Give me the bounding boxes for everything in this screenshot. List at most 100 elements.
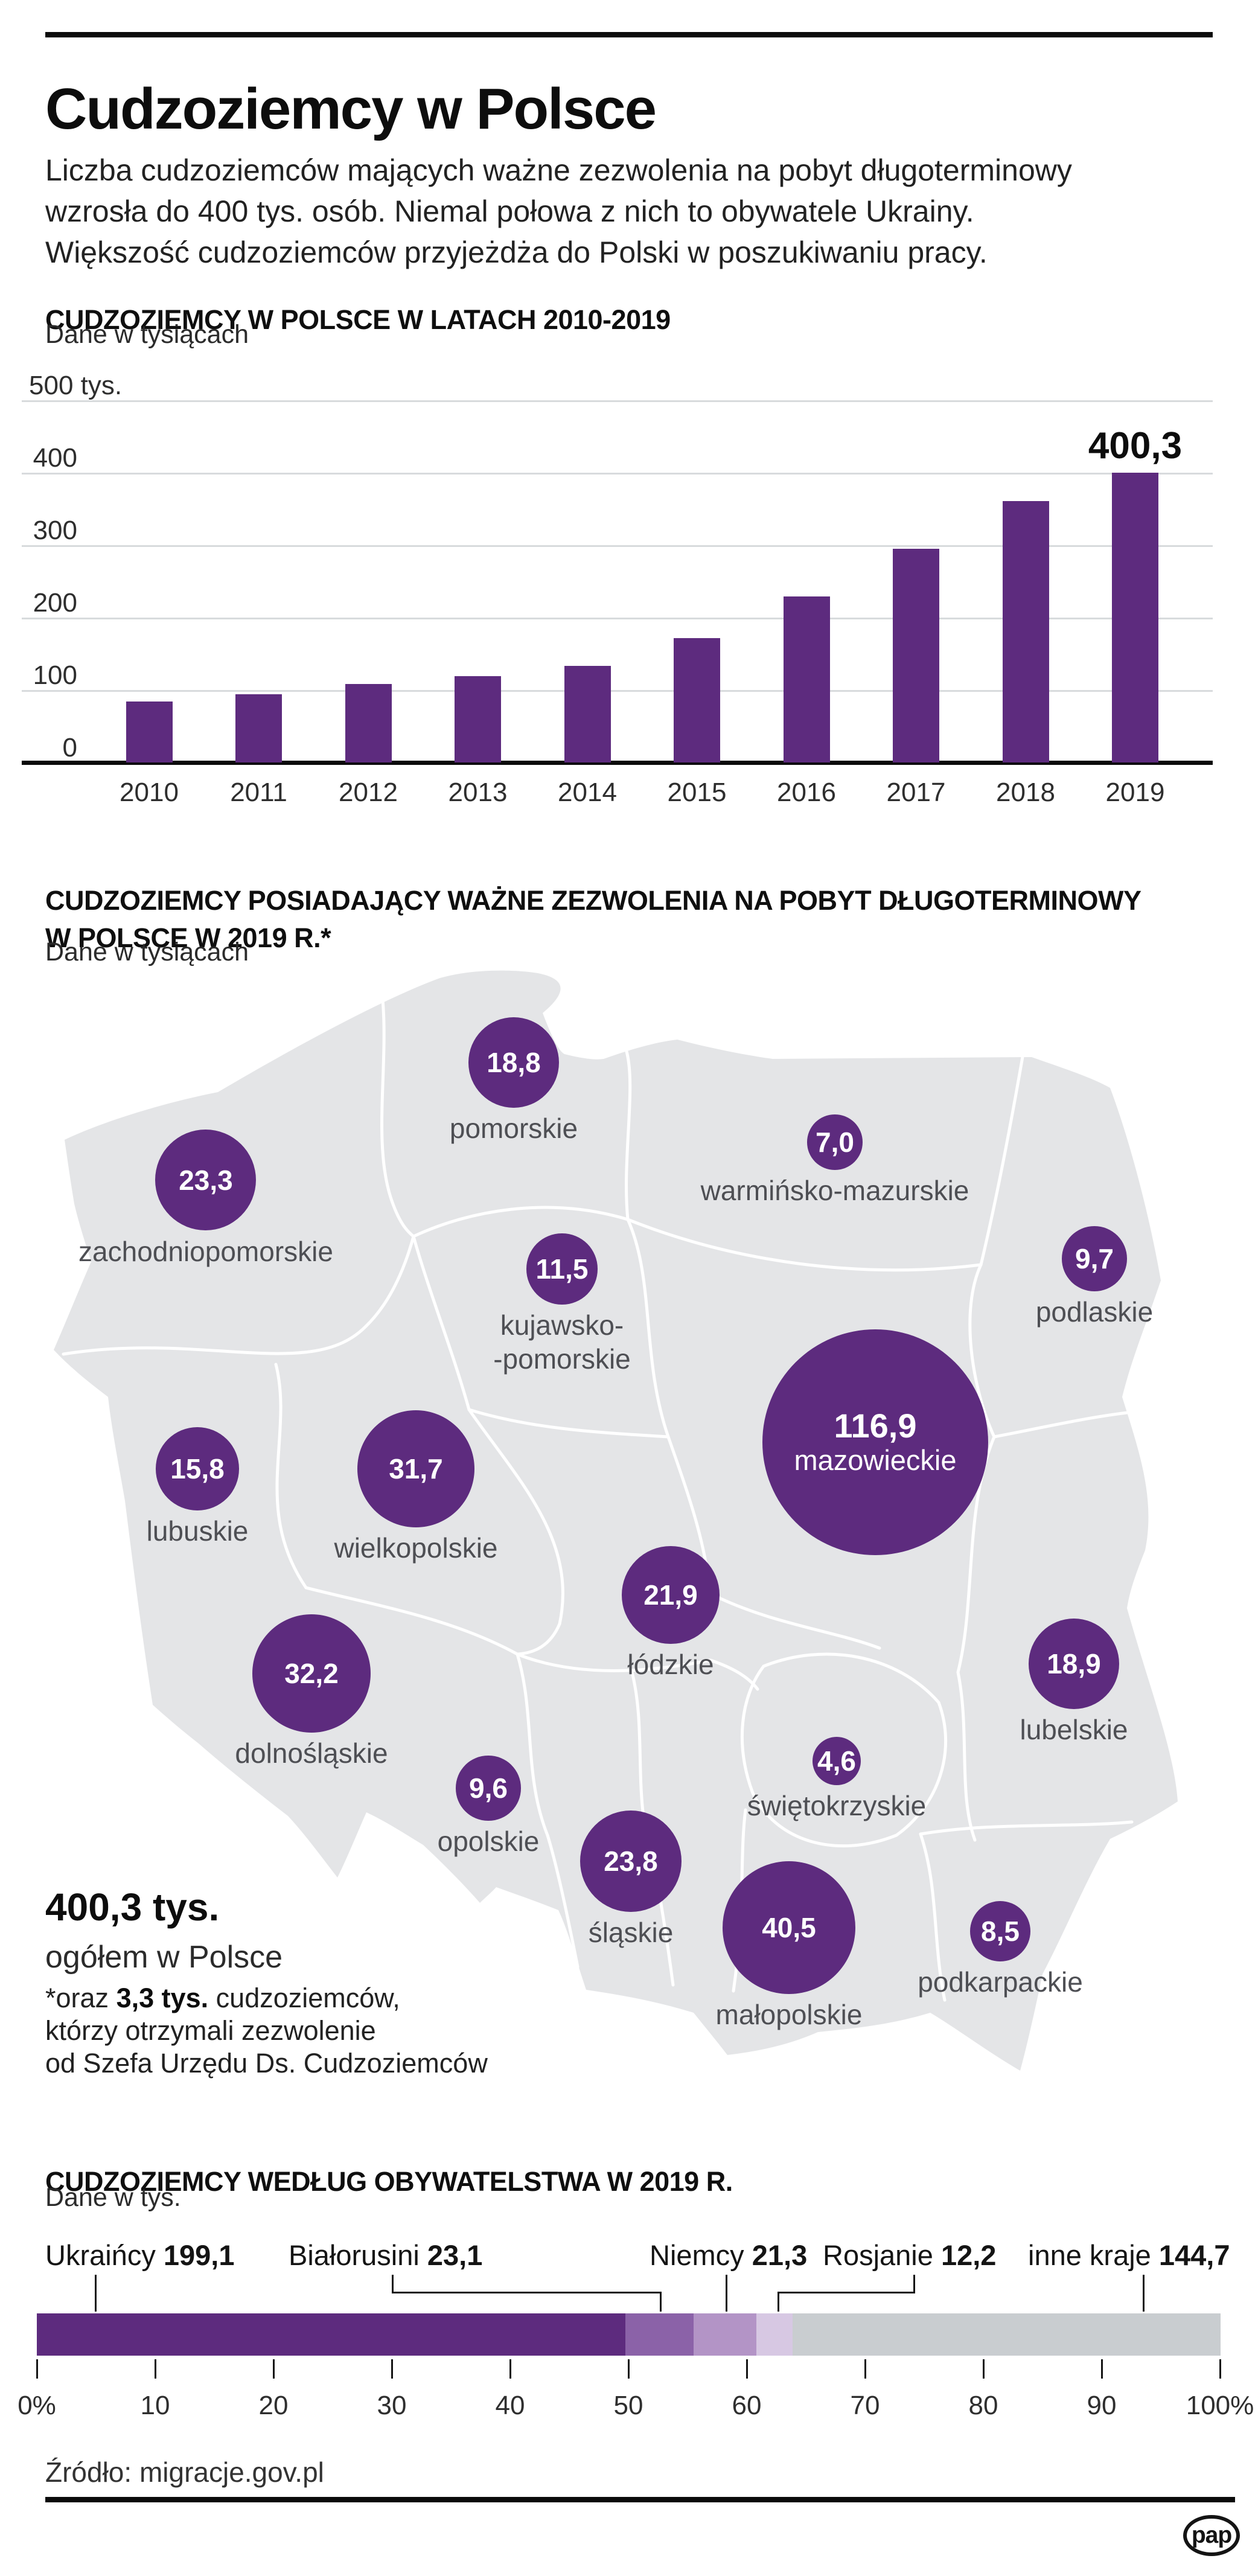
bar-chart-plot: 500 tys. 400 300 200 100 0 2010 2011 2012 2013 201… — [0, 0, 1258, 845]
leader-elbow-Białorusini — [392, 2292, 662, 2293]
leader-elbow-Rosjanie — [777, 2292, 915, 2293]
bar-2010 — [126, 702, 173, 762]
citizenship-value-inne kraje: 144,7 — [1158, 2239, 1230, 2271]
axis-tick-10 — [1219, 2359, 1221, 2379]
intro-line-3: Większość cudzoziemców przyjeżdża do Pol… — [45, 235, 988, 269]
citizenship-title: CUDZOZIEMCY WEDŁUG OBYWATELSTWA W 2019 R… — [45, 2166, 733, 2197]
x-axis-label-2014: 2014 — [558, 778, 617, 807]
bar-2011 — [235, 694, 282, 762]
axis-tick-label-9: 90 — [1087, 2391, 1117, 2420]
citizenship-label-Ukraińcy: Ukraińcy 199,1 — [45, 2239, 235, 2272]
axis-tick-3 — [391, 2359, 393, 2379]
axis-tick-4 — [509, 2359, 511, 2379]
leader-drop2-Białorusini — [660, 2292, 662, 2312]
citizenship-value-Białorusini: 23,1 — [427, 2239, 483, 2271]
gridline-300 — [22, 545, 1213, 547]
y-axis-label-400: 400 — [33, 443, 77, 473]
axis-tick-label-10: 100% — [1186, 2391, 1254, 2420]
citizenship-name-Ukraińcy: Ukraińcy — [45, 2239, 164, 2271]
map-footnote-line-3: od Szefa Urzędu Ds. Cudzoziemców — [45, 2048, 488, 2079]
leader-line-Niemcy — [726, 2275, 727, 2312]
map-subtitle: Dane w tysiącach — [45, 938, 249, 967]
gridline-100 — [22, 690, 1213, 692]
bar-2018 — [1002, 501, 1049, 762]
axis-tick-label-1: 10 — [140, 2391, 170, 2420]
axis-tick-label-5: 50 — [613, 2391, 643, 2420]
citizenship-label-Niemcy: Niemcy 21,3 — [650, 2239, 807, 2272]
axis-tick-0 — [36, 2359, 38, 2379]
citizenship-label-Białorusini: Białorusini 23,1 — [289, 2239, 482, 2272]
footnote-pre: *oraz — [45, 1983, 117, 2013]
footnote-post: cudzoziemców, — [208, 1983, 400, 2013]
citizenship-label-Rosjanie: Rosjanie 12,2 — [823, 2239, 996, 2272]
intro-line-2: wzrosła do 400 tys. osób. Niemal połowa … — [45, 194, 974, 228]
bar-2012 — [345, 684, 392, 762]
citizenship-label-inne kraje: inne kraje 144,7 — [1028, 2239, 1230, 2272]
map-total-value: 400,3 tys. — [45, 1885, 220, 1929]
x-axis-label-2010: 2010 — [120, 778, 179, 807]
citizenship-name-Rosjanie: Rosjanie — [823, 2239, 941, 2271]
leader-line-Ukraińcy — [95, 2275, 97, 2312]
source-note: Źródło: migracje.gov.pl — [45, 2456, 324, 2488]
axis-tick-label-8: 80 — [968, 2391, 998, 2420]
leader-drop-Rosjanie — [913, 2275, 915, 2293]
map-title-line-1: CUDZOZIEMCY POSIADAJĄCY WAŻNE ZEZWOLENIA… — [45, 885, 1141, 916]
segment-Ukraińcy — [37, 2313, 626, 2356]
poland-outline — [54, 970, 1178, 2071]
segment-Niemcy — [693, 2313, 757, 2356]
bar-chart-subtitle: Dane w tysiącach — [45, 320, 249, 349]
y-axis-label-100: 100 — [33, 660, 77, 690]
y-axis-label-300: 300 — [33, 516, 77, 545]
axis-tick-2 — [273, 2359, 275, 2379]
intro-paragraph: Liczba cudzoziemców mających ważne zezwo… — [45, 150, 1222, 273]
axis-tick-5 — [628, 2359, 630, 2379]
axis-tick-9 — [1101, 2359, 1103, 2379]
axis-tick-label-4: 40 — [495, 2391, 525, 2420]
gridline-500 — [22, 400, 1213, 402]
axis-tick-6 — [746, 2359, 748, 2379]
bar-annotation-2019: 400,3 — [1088, 425, 1183, 467]
y-axis-label-200: 200 — [33, 588, 77, 618]
x-axis-label-2018: 2018 — [996, 778, 1055, 807]
bar-2014 — [564, 666, 611, 762]
map-title-line-2: W POLSCE W 2019 R.* — [45, 922, 331, 954]
y-axis-label-0: 0 — [62, 733, 77, 762]
axis-tick-7 — [864, 2359, 866, 2379]
x-axis-label-2012: 2012 — [339, 778, 398, 807]
leader-line-inne kraje — [1143, 2275, 1145, 2312]
gridline-200 — [22, 618, 1213, 619]
citizenship-value-Rosjanie: 12,2 — [940, 2239, 997, 2271]
x-axis-label-2019: 2019 — [1105, 778, 1165, 807]
top-rule — [45, 32, 1213, 37]
citizenship-name-inne kraje: inne kraje — [1028, 2239, 1159, 2271]
poland-map — [54, 970, 1178, 2071]
x-axis-label-2015: 2015 — [667, 778, 727, 807]
bar-2015 — [674, 638, 720, 762]
leader-drop-Białorusini — [392, 2275, 394, 2293]
bar-2019 — [1112, 473, 1158, 762]
pap-logo: pap — [1183, 2515, 1240, 2556]
citizenship-subtitle: Dane w tys. — [45, 2183, 181, 2212]
citizenship-name-Niemcy: Niemcy — [650, 2239, 752, 2271]
segment-Białorusini — [625, 2313, 694, 2356]
page-title: Cudzoziemcy w Polsce — [45, 77, 657, 142]
axis-tick-label-0: 0% — [18, 2391, 56, 2420]
gridline-0 — [22, 761, 1213, 765]
citizenship-value-Ukraińcy: 199,1 — [163, 2239, 235, 2271]
map-title: CUDZOZIEMCY POSIADAJĄCY WAŻNE ZEZWOLENIA… — [45, 882, 1222, 957]
segment-Rosjanie — [756, 2313, 793, 2356]
bottom-rule — [45, 2497, 1235, 2502]
gridline-400 — [22, 473, 1213, 475]
x-axis-label-2013: 2013 — [448, 778, 508, 807]
map-footnote-line-1: *oraz 3,3 tys. cudzoziemców, — [45, 1983, 400, 2014]
bar-2013 — [455, 676, 501, 762]
axis-tick-8 — [983, 2359, 985, 2379]
footnote-bold: 3,3 tys. — [116, 1983, 209, 2013]
segment-inne kraje — [792, 2313, 1221, 2356]
map-footnote-line-2: którzy otrzymali zezwolenie — [45, 2015, 376, 2046]
bar-2016 — [783, 596, 830, 762]
map-total-label: ogółem w Polsce — [45, 1940, 283, 1975]
citizenship-name-Białorusini: Białorusini — [289, 2239, 427, 2271]
bar-2017 — [893, 549, 939, 762]
bar-chart-title: CUDZOZIEMCY W POLSCE W LATACH 2010-2019 — [45, 304, 671, 336]
